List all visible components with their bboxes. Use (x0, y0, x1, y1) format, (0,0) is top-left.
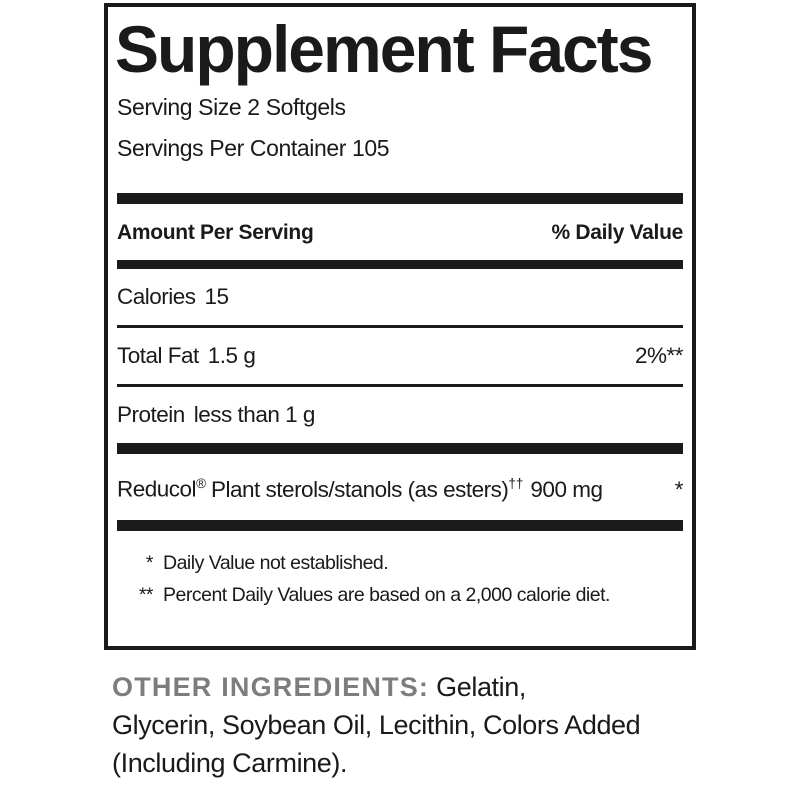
nutrient-name-and-amount: Reducol® Plant sterols/stanols (as esters… (117, 471, 603, 503)
amount-per-serving-header: Amount Per Serving (117, 221, 314, 244)
other-ingredients-line-1: OTHER INGREDIENTS: Gelatin, (112, 668, 792, 706)
column-header-row: Amount Per Serving % Daily Value (117, 204, 683, 260)
nutrient-name: Protein (117, 402, 185, 427)
brand-name: Reducol (117, 476, 197, 502)
footnotes-section: * Daily Value not established. ** Percen… (117, 531, 683, 611)
nutrient-row-total-fat: Total Fat 1.5 g 2%** (117, 328, 684, 384)
footnote-marker: * (145, 551, 154, 574)
separator-bar-thick (117, 443, 683, 454)
nutrient-amount: less than 1 g (193, 402, 316, 427)
other-ingredients-heading: OTHER INGREDIENTS: (112, 672, 430, 702)
nutrient-daily-value: * (674, 476, 684, 502)
footnote-text: Percent Daily Values are based on a 2,00… (163, 583, 610, 606)
footnote-percent-dv: ** Percent Daily Values are based on a 2… (117, 579, 683, 611)
separator-rule-thin (117, 325, 683, 328)
nutrient-name: Total Fat (117, 343, 199, 368)
registered-trademark-mark: ® (196, 476, 207, 491)
serving-size-line: Serving Size 2 Softgels (117, 94, 346, 120)
nutrient-name: Calories (117, 284, 196, 309)
nutrient-daily-value: 2%** (634, 343, 684, 368)
nutrient-row-protein: Protein less than 1 g (117, 387, 683, 443)
nutrient-name-and-amount: Calories 15 (117, 284, 229, 310)
other-ingredients-text: Gelatin, (436, 672, 526, 702)
separator-bar-thick (117, 519, 683, 531)
daily-value-header: % Daily Value (551, 221, 683, 244)
nutrient-name-and-amount: Total Fat 1.5 g (117, 343, 256, 369)
nutrient-name-and-amount: Protein less than 1 g (117, 402, 315, 428)
servings-per-container-line: Servings Per Container 105 (117, 135, 390, 161)
footnote-text: Daily Value not established. (163, 551, 389, 574)
nutrient-amount: 1.5 g (207, 343, 256, 368)
separator-rule-thin (117, 384, 683, 387)
footnote-daily-value: * Daily Value not established. (117, 547, 683, 579)
separator-bar-thick (117, 193, 683, 204)
other-ingredients-line-3: (Including Carmine). (112, 748, 348, 778)
nutrient-amount: 15 (204, 284, 230, 309)
nutrient-row-calories: Calories 15 (117, 269, 683, 325)
nutrient-row-reducol: Reducol® Plant sterols/stanols (as esters… (117, 454, 684, 520)
nutrient-description: Plant sterols/stanols (as esters) (211, 476, 509, 502)
nutrient-amount: 900 mg (530, 476, 603, 502)
other-ingredients-section: OTHER INGREDIENTS: Gelatin, Glycerin, Soy… (112, 668, 792, 782)
double-dagger-mark: †† (508, 476, 524, 491)
other-ingredients-line-2: Glycerin, Soybean Oil, Lecithin, Colors … (112, 710, 641, 740)
footnote-marker: ** (138, 583, 154, 606)
supplement-facts-panel: Supplement Facts Serving Size 2 Softgels… (104, 3, 696, 650)
panel-title: Supplement Facts (115, 12, 653, 86)
separator-bar-medium (117, 260, 683, 269)
